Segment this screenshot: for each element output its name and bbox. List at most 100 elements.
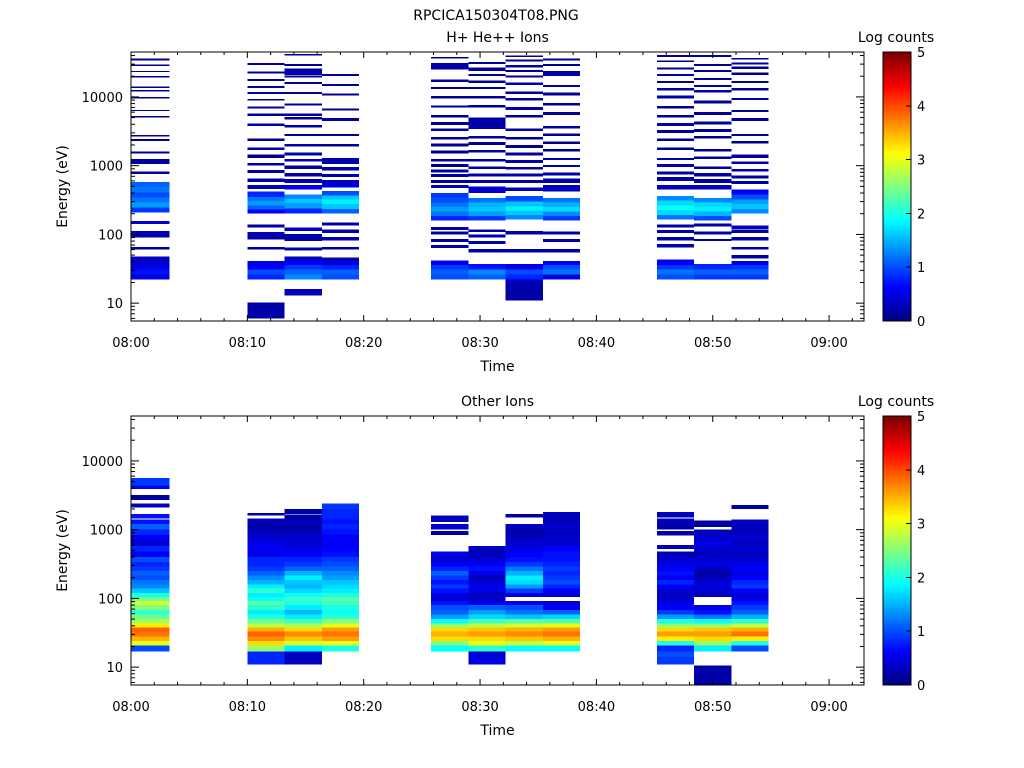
colorbar-swatch	[883, 621, 911, 625]
heatmap-cell-c5-r22	[468, 96, 506, 99]
heatmap-cell-c3-r3	[321, 261, 360, 265]
colorbar-swatch	[883, 215, 911, 219]
heatmap-cell-c1-r25	[247, 540, 285, 546]
heatmap-cell-c8-r12	[656, 600, 695, 606]
heatmap-cell-c4-r9	[431, 211, 469, 217]
heatmap-cell-c6-r17	[505, 160, 543, 163]
heatmap-cell-c5-r17	[468, 580, 506, 585]
colorbar-swatch	[883, 500, 911, 503]
colorbar-swatch	[883, 657, 911, 661]
heatmap-cell-c4-r10	[431, 600, 469, 606]
colorbar-tick-label: 0	[917, 315, 925, 330]
heatmap-cell-c0-r31	[131, 485, 170, 490]
heatmap-cell-c3-r18	[321, 566, 360, 572]
heatmap-cell-c0-r23	[131, 96, 170, 99]
heatmap-cell-c8-r25	[656, 531, 695, 536]
colorbar-swatch	[883, 472, 911, 476]
heatmap-cell-c3-r13	[321, 190, 360, 196]
heatmap-cell-c6-r13	[505, 584, 543, 589]
heatmap-cell-c8-r4	[656, 636, 695, 642]
colorbar-swatch	[883, 287, 911, 291]
heatmap-cell-c9-r2	[694, 645, 732, 652]
x-axis-ticks: 08:00 08:10 08:20 08:30 08:40 08:50 09:00	[112, 416, 853, 715]
heatmap-cell-c7-r20	[542, 551, 581, 558]
colorbar-swatch	[883, 169, 911, 173]
heatmap-cell-c5-r16	[468, 158, 506, 162]
colorbar-swatch	[883, 426, 911, 430]
heatmap-cell-c3-r10	[321, 204, 360, 209]
heatmap-cell-c4-r19	[431, 561, 469, 567]
colorbar-swatch	[883, 642, 911, 646]
heatmap-cell-c4-r22	[431, 137, 469, 140]
heatmap-cell-c8-r28	[656, 67, 695, 70]
colorbar-swatch	[883, 209, 911, 213]
colorbar-tick-label: 2	[917, 571, 925, 586]
x-tick-label: 08:50	[694, 700, 731, 715]
heatmap-cell-c8-r25	[656, 87, 695, 91]
heatmap-cell-c5-r4	[468, 636, 506, 642]
heatmap-cell-c1-r26	[247, 98, 285, 101]
heatmap-cell-c2-r28	[284, 524, 322, 530]
heatmap-cell-c5-r1	[468, 651, 506, 658]
heatmap-cell-c0-r26	[131, 524, 170, 530]
heatmap-cell-c7-r25	[542, 70, 581, 77]
heatmap-cell-c9-r5	[694, 631, 732, 637]
heatmap-cell-c8-r14	[656, 177, 695, 181]
heatmap-cell-c10-r15	[731, 580, 769, 585]
colorbar-swatch	[883, 115, 911, 118]
y-tick-label: 10	[106, 661, 123, 676]
heatmap-cell-c10-r22	[731, 109, 769, 113]
heatmap-cell-c9-r19	[694, 561, 732, 567]
heatmap-cell-c9-r1	[694, 665, 732, 676]
heatmap-cell-c0-r30	[131, 494, 170, 500]
heatmap-cell-c7-r10	[542, 600, 581, 606]
heatmap-cell-c3-r14	[321, 184, 360, 188]
colorbar-swatch	[883, 171, 911, 175]
heatmap-cell-c1-r6	[247, 627, 285, 632]
colorbar-swatch	[883, 117, 911, 120]
heatmap-cell-c6-r12	[505, 196, 543, 202]
heatmap-cell-c8-r5	[656, 631, 695, 637]
colorbar-swatch	[883, 266, 911, 270]
heatmap-cell-c8-r20	[656, 130, 695, 133]
heatmap-cell-c9-r24	[694, 534, 732, 541]
heatmap-cell-c7-r23	[542, 534, 581, 541]
heatmap-cell-c7-r21	[542, 545, 581, 552]
heatmap-cell-c10-r8	[731, 609, 769, 615]
heatmap-cell-c10-r28	[731, 504, 769, 509]
heatmap-cell-c3-r6	[321, 236, 360, 241]
heatmap-cell-c7-r26	[542, 518, 581, 525]
heatmap-cell-c4-r2	[431, 264, 469, 270]
heatmap-cell-c1-r30	[247, 512, 285, 516]
heatmap-cell-c2-r27	[284, 81, 322, 84]
heatmap-cell-c3-r21	[321, 551, 360, 558]
heatmap-cell-c5-r19	[468, 571, 506, 576]
x-tick-label: 08:20	[345, 336, 382, 351]
heatmap-cell-c8-r3	[656, 259, 695, 265]
colorbar-swatch	[883, 70, 911, 74]
colorbar-swatch	[883, 312, 911, 316]
colorbar-swatch	[883, 203, 911, 207]
colorbar-swatch	[883, 628, 911, 631]
heatmap-cell-c10-r23	[731, 540, 769, 546]
heatmap-cell-c1-r10	[247, 224, 285, 228]
heatmap-cell-c0-r12	[131, 192, 170, 198]
colorbar-swatch	[883, 638, 911, 642]
heatmap-cell-c9-r17	[694, 571, 732, 576]
colorbar-swatch	[883, 577, 911, 581]
heatmap-cell-c8-r13	[656, 185, 695, 190]
heatmap-cell-c2-r15	[284, 588, 322, 593]
heatmap-cell-c8-r10	[656, 609, 695, 615]
heatmap-cell-c2-r30	[284, 64, 322, 67]
heatmap-cell-c2-r2	[284, 645, 322, 652]
heatmap-cell-c2-r6	[284, 627, 322, 632]
colorbar-swatch	[883, 180, 911, 183]
heatmap-cell-c2-r25	[284, 103, 322, 106]
colorbar-swatch	[883, 257, 911, 261]
heatmap-cell-c3-r27	[321, 519, 360, 525]
heatmap-cell-c5-r9	[468, 207, 506, 212]
heatmap-cell-c1-r21	[247, 147, 285, 150]
heatmap-cell-c4-r29	[431, 79, 469, 82]
heatmap-cell-c0-r22	[131, 545, 170, 552]
colorbar-swatch	[883, 56, 911, 59]
